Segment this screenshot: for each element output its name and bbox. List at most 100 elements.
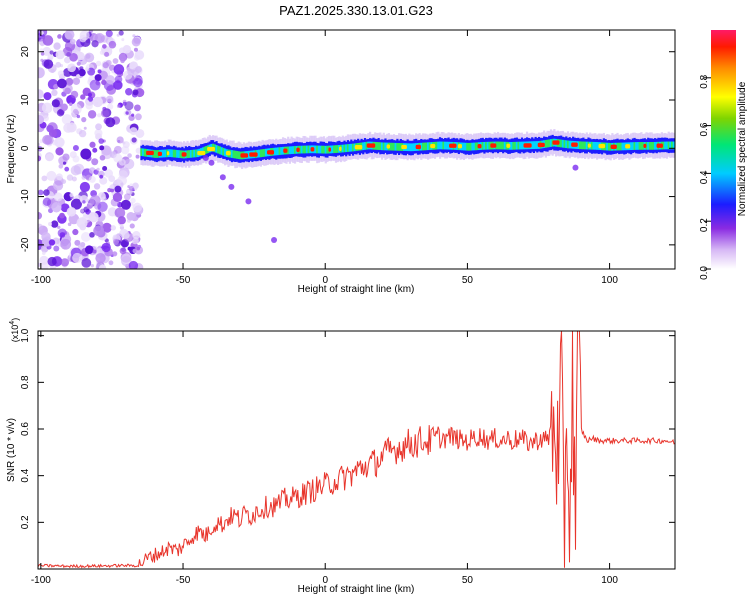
track-side-blob <box>228 183 235 190</box>
noise-speckle <box>89 79 101 91</box>
track-core <box>635 142 638 150</box>
track-core <box>423 142 426 151</box>
track-hotspot <box>457 144 463 149</box>
track-core <box>636 142 640 150</box>
track-hotspot <box>146 150 154 156</box>
noise-speckle <box>94 42 99 46</box>
noise-speckle <box>129 127 138 136</box>
noise-speckle <box>97 113 102 118</box>
noise-speckle <box>89 212 95 218</box>
track-hotspot <box>415 144 421 150</box>
noise-speckle <box>90 263 94 268</box>
track-core <box>281 146 285 155</box>
track-core <box>264 148 268 157</box>
track-hotspot <box>166 151 170 156</box>
noise-speckle <box>134 187 138 191</box>
track-core <box>623 142 626 151</box>
track-core <box>578 141 582 150</box>
noise-speckle <box>88 175 96 183</box>
track-core <box>519 141 522 150</box>
noise-speckle-layer <box>38 30 145 269</box>
noise-speckle <box>60 258 70 267</box>
noise-speckle <box>51 99 60 108</box>
y-tick-label: 1.0 <box>20 328 31 342</box>
noise-speckle <box>57 70 65 77</box>
x-tick-label: -50 <box>176 575 191 586</box>
track-core <box>517 141 520 150</box>
noise-speckle <box>38 262 41 268</box>
noise-speckle <box>40 262 49 269</box>
track-hotspot <box>523 143 532 148</box>
snr-frame <box>37 330 676 570</box>
track-hotspot <box>552 140 560 145</box>
track-core <box>235 150 239 159</box>
track-core <box>486 141 489 150</box>
noise-speckle <box>79 195 89 204</box>
noise-speckle <box>119 247 127 255</box>
noise-speckle <box>82 200 86 204</box>
track-core <box>633 142 636 150</box>
track-hotspot <box>240 153 249 158</box>
noise-speckle <box>128 260 139 269</box>
track-side-blob <box>271 237 278 244</box>
noise-speckle <box>45 153 54 162</box>
noise-speckle <box>127 68 135 76</box>
track-core <box>512 141 515 150</box>
noise-speckle <box>85 102 93 110</box>
noise-speckle <box>89 232 95 238</box>
spectrogram-y-axis: -20 -10 0 10 20 <box>20 46 675 252</box>
noise-speckle <box>72 252 83 264</box>
track-core <box>304 145 307 154</box>
track-core <box>456 142 459 150</box>
track-core <box>672 141 675 150</box>
noise-speckle <box>87 96 94 102</box>
noise-speckle <box>110 185 115 189</box>
noise-speckle <box>100 109 110 118</box>
track-core <box>580 141 583 150</box>
track-hotspot <box>430 143 436 149</box>
y-tick-label: -20 <box>20 237 31 252</box>
noise-speckle <box>55 147 64 156</box>
x-tick-label: 50 <box>462 575 474 586</box>
noise-speckle <box>60 238 72 250</box>
noise-speckle <box>101 79 107 86</box>
noise-speckle <box>99 176 108 185</box>
noise-speckle <box>46 170 57 181</box>
track-core <box>515 141 518 150</box>
noise-speckle <box>60 103 68 111</box>
track-hotspot <box>328 147 332 152</box>
noise-speckle <box>62 46 73 57</box>
noise-speckle <box>81 175 86 180</box>
track-core <box>427 142 430 151</box>
noise-speckle <box>132 34 136 38</box>
track-core <box>549 139 553 147</box>
track-core <box>379 142 382 151</box>
track-hotspot <box>490 143 497 148</box>
x-tick-label: -100 <box>31 575 51 586</box>
noise-speckle <box>116 136 124 144</box>
noise-speckle <box>95 60 102 67</box>
track-core <box>290 146 293 155</box>
noise-speckle <box>135 128 145 138</box>
track-core <box>351 143 355 152</box>
track-core <box>485 141 488 150</box>
noise-speckle <box>59 232 66 238</box>
noise-speckle <box>122 141 130 149</box>
noise-speckle <box>62 161 67 165</box>
track-core <box>437 141 440 150</box>
track-core <box>488 141 491 150</box>
track-core <box>319 145 322 154</box>
track-core <box>514 141 517 150</box>
spectrogram-y-label: Frequency (Hz) <box>6 115 17 184</box>
track-core <box>421 142 425 151</box>
track-core <box>288 146 292 155</box>
track-hotspot <box>338 146 342 151</box>
noise-speckle <box>64 56 71 64</box>
track-hotspot <box>587 143 591 148</box>
track-core <box>440 141 443 150</box>
noise-speckle <box>53 245 60 252</box>
track-core <box>467 142 471 151</box>
noise-speckle <box>99 174 104 179</box>
track-core <box>445 141 448 150</box>
snr-scale-label: (x10 <box>10 325 20 343</box>
